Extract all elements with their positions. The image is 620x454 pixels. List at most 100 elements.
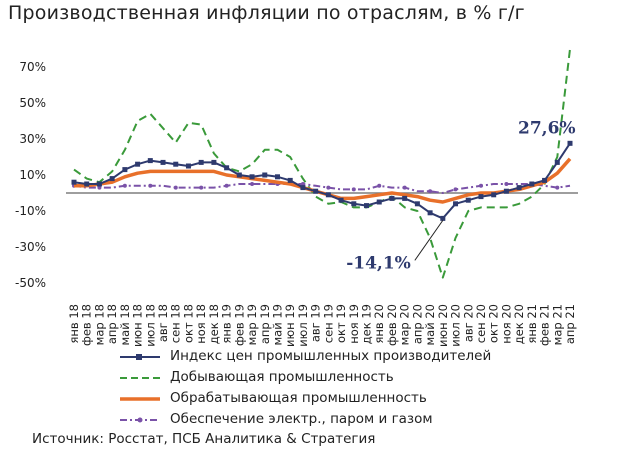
legend-item-mining: Добывающая промышленность [118,367,491,388]
legend-label-ppi: Индекс цен промышленных производителей [170,348,492,364]
legend-swatch-mining [120,376,160,379]
x-tick-label: июн 18 [131,304,145,347]
data-point-ppi [338,197,344,203]
data-point-power [148,183,153,188]
data-point-ppi [516,185,522,191]
data-point-ppi [503,188,509,194]
y-tick-label: -30% [15,240,46,254]
data-point-power [122,183,127,188]
x-tick-label: сен 20 [474,304,488,343]
x-tick-label: апр 20 [410,304,424,344]
legend-swatch-power [120,417,160,422]
data-point-power [300,182,305,186]
data-point-ppi [262,172,268,178]
data-point-ppi [287,177,293,183]
x-tick-label: ноя 20 [499,304,513,344]
series-layer [71,48,573,279]
y-axis: -50% -30% -10% 10% 30% 50% 70% [15,60,46,290]
series-line-ppi [73,142,571,220]
y-tick-label: 30% [19,132,46,146]
data-point-ppi [109,176,115,182]
x-tick-label: ноя 18 [194,304,208,344]
data-point-ppi [351,201,357,207]
data-point-ppi [427,210,433,216]
legend: Индекс цен промышленных производителей Д… [118,346,491,430]
y-tick-label: -50% [15,276,46,290]
data-point-ppi [478,194,484,200]
legend-label-manuf: Обрабатывающая промышленность [170,390,427,406]
legend-label-power: Обеспечение электр., паром и газом [170,411,433,427]
data-point-ppi [96,181,102,187]
y-tick-label: 70% [19,60,46,74]
data-point-power [199,185,204,190]
x-tick-label: фев 19 [232,304,246,346]
data-point-ppi [160,159,166,165]
data-point-power [250,182,255,186]
legend-item-manuf: Обрабатывающая промышленность [118,388,491,409]
x-tick-label: фев 20 [385,304,399,346]
legend-swatch-manuf [120,396,160,401]
data-point-ppi [567,140,573,146]
data-point-ppi [135,161,141,167]
data-point-ppi [376,199,382,205]
data-point-power [504,182,509,186]
x-tick-label: сен 18 [169,304,183,343]
data-point-ppi [325,192,331,198]
x-tick-label: июл 18 [143,304,157,347]
data-point-ppi [542,177,548,183]
x-tick-label: авг 20 [461,304,475,342]
x-tick-label: апр 21 [563,304,577,344]
data-point-ppi [173,161,179,167]
x-tick-label: фев 21 [538,304,552,346]
x-tick-label: мар 20 [398,304,412,345]
data-point-power [97,185,102,190]
x-tick-label: май 19 [270,304,284,346]
data-point-ppi [402,195,408,201]
x-tick-label: янв 21 [525,304,539,344]
source-note: Источник: Росстат, ПСБ Аналитика & Страт… [32,431,376,447]
x-tick-label: июн 20 [436,304,450,347]
x-tick-label: мар 18 [92,304,106,345]
data-point-ppi [122,167,128,173]
x-tick-label: сен 19 [321,304,335,343]
x-tick-label: янв 20 [372,304,386,344]
data-point-power [377,183,382,188]
data-point-ppi [224,165,230,171]
legend-swatch-ppi [120,353,160,360]
data-point-power [351,187,356,192]
data-point-ppi [529,181,535,187]
data-point-ppi [71,179,77,185]
series-mining [73,48,571,279]
data-point-ppi [389,195,395,201]
data-point-power [326,185,331,190]
series-ppi [71,140,573,221]
data-point-ppi [300,185,306,191]
legend-item-ppi: Индекс цен промышленных производителей [118,346,491,367]
x-tick-label: авг 18 [156,304,170,342]
data-point-ppi [465,197,471,203]
x-tick-label: ноя 19 [347,304,361,344]
x-tick-label: мар 19 [245,304,259,345]
data-point-ppi [414,201,420,207]
x-tick-label: дек 18 [207,304,221,344]
data-point-ppi [554,159,560,165]
x-tick-label: окт 19 [334,304,348,343]
x-tick-label: янв 19 [220,304,234,344]
data-point-power [555,185,560,190]
annotations: 27,6% -14,1% [346,118,575,273]
y-tick-label: 10% [19,168,46,182]
legend-item-power: Обеспечение электр., паром и газом [118,409,491,430]
data-point-ppi [211,159,217,165]
y-tick-label: -10% [15,204,46,218]
data-point-ppi [84,181,90,187]
data-point-ppi [453,201,459,207]
x-tick-label: окт 18 [181,304,195,343]
data-point-ppi [364,203,370,209]
x-tick-label: янв 18 [67,304,81,344]
x-tick-label: май 18 [118,304,132,346]
x-tick-label: июн 19 [283,304,297,347]
x-tick-label: дек 19 [360,304,374,344]
series-line-mining [73,48,571,279]
annotation-min: -14,1% [346,253,411,273]
